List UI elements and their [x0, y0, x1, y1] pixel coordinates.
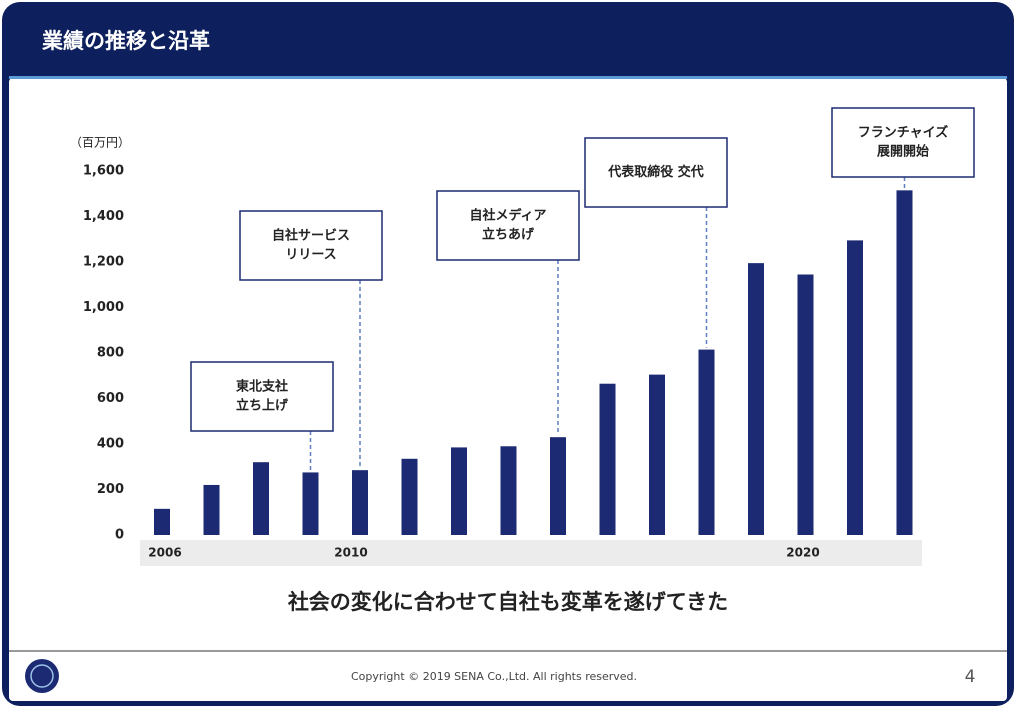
- logo-ring: [30, 664, 54, 688]
- annotation-text: フランチャイズ: [858, 125, 948, 141]
- logo: [25, 659, 59, 693]
- x-tick-label: 2006: [148, 546, 181, 560]
- annotation-text: 自社メディア: [469, 208, 546, 224]
- annotation-box: [239, 210, 383, 281]
- annotation-text: 東北支社: [236, 379, 288, 395]
- subtitle: 社会の変化に合わせて自社も変革を遂げてきた: [287, 590, 728, 614]
- y-tick-label: 400: [97, 437, 124, 452]
- bar: [352, 470, 368, 535]
- slide-title: 業績の推移と沿革: [42, 29, 210, 53]
- annotation-box: [584, 137, 728, 208]
- header-rule: [9, 76, 1007, 79]
- y-tick-label: 1,600: [83, 164, 124, 179]
- bar: [896, 190, 913, 535]
- annotation-box: [436, 190, 580, 261]
- bar: [847, 240, 863, 535]
- bar: [203, 484, 220, 535]
- y-tick-label: 0: [115, 528, 124, 543]
- annotation-text: リリース: [285, 248, 336, 263]
- x-axis-band: [140, 540, 922, 566]
- bar: [698, 349, 715, 535]
- bar: [253, 462, 269, 535]
- y-tick-label: 600: [97, 391, 124, 406]
- page-number: 4: [965, 667, 976, 687]
- annotation-text: 代表取締役 交代: [607, 164, 704, 180]
- bar: [500, 446, 517, 535]
- y-tick-label: 800: [97, 346, 124, 361]
- bar: [797, 274, 814, 535]
- unit-label: （百万円）: [70, 136, 130, 150]
- copyright: Copyright © 2019 SENA Co.,Ltd. All right…: [351, 670, 637, 683]
- y-tick-label: 1,000: [83, 300, 124, 315]
- x-tick-label: 2010: [334, 546, 367, 560]
- y-tick-label: 1,200: [83, 255, 124, 270]
- bar: [748, 263, 764, 535]
- bar: [599, 383, 616, 535]
- bar: [550, 437, 566, 535]
- x-tick-label: 2020: [786, 546, 819, 560]
- bar: [302, 472, 319, 535]
- annotation-box: [831, 107, 975, 178]
- annotation-text: 立ち上げ: [236, 398, 289, 414]
- y-tick-label: 1,400: [83, 209, 124, 224]
- annotation-text: 立ちあげ: [482, 227, 535, 243]
- annotation-text: 展開開始: [877, 144, 929, 160]
- annotation-text: 自社サービス: [272, 228, 350, 244]
- bar: [154, 508, 170, 535]
- annotation-box: [190, 361, 334, 432]
- bar: [451, 447, 467, 535]
- bar: [401, 458, 418, 535]
- bar: [649, 374, 665, 535]
- y-tick-label: 200: [97, 482, 124, 497]
